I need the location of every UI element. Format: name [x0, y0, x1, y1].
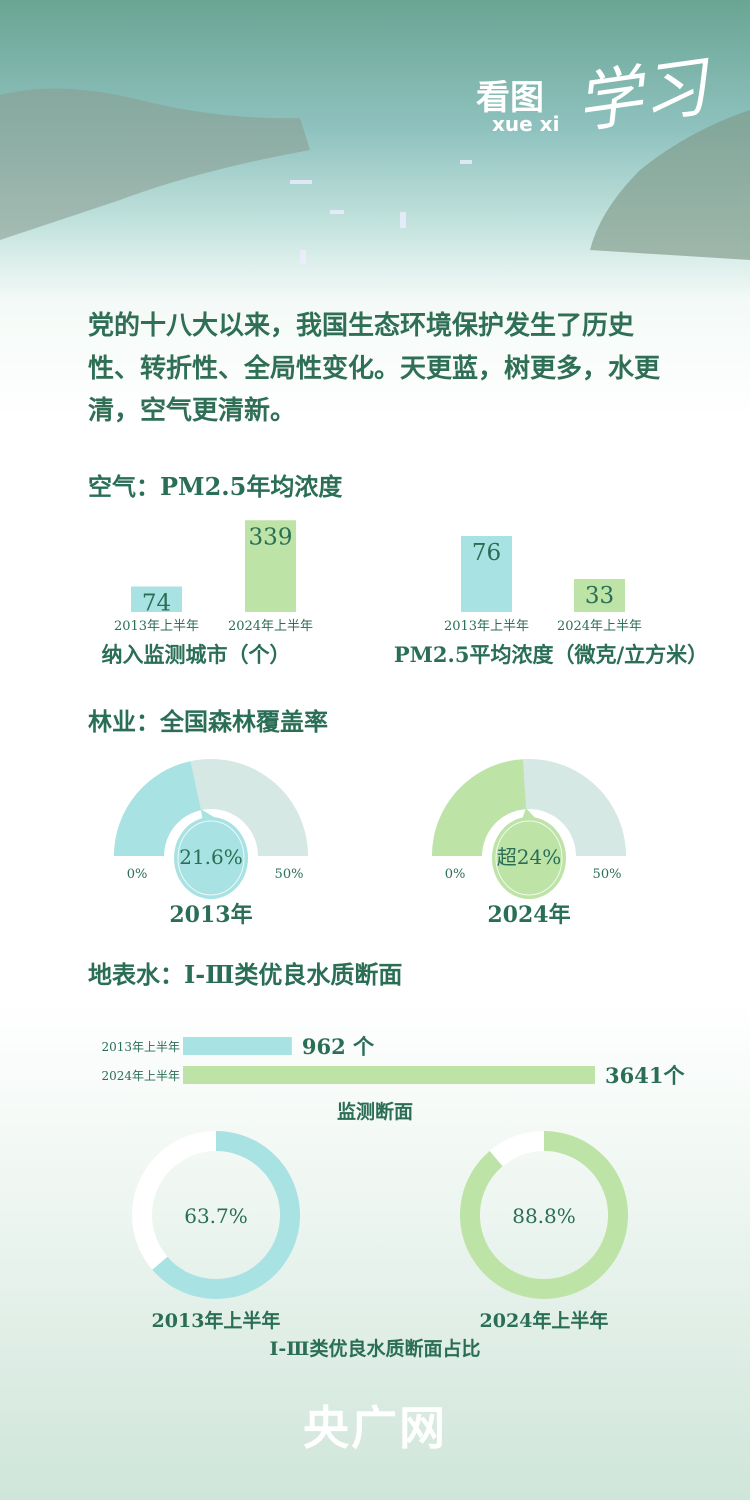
- gauge-year-label: 2013年: [169, 902, 252, 928]
- gauge-fill: [432, 759, 527, 856]
- donut-value-label: 63.7%: [184, 1204, 248, 1228]
- hbar-value-label: 3641个: [605, 1063, 685, 1088]
- hbar-2013年上半年: [183, 1037, 292, 1055]
- chart-caption: 纳入监测城市（个）: [102, 642, 291, 667]
- donut-value-label: 88.8%: [512, 1204, 576, 1228]
- bar-value-label: 33: [585, 583, 614, 609]
- gauge-year-label: 2024年: [487, 902, 570, 928]
- gauge-value-label: 21.6%: [179, 845, 243, 869]
- donut-fill: [152, 1131, 300, 1300]
- gauge-bubble: [174, 817, 248, 899]
- bar-2013年上半年: [131, 586, 182, 612]
- chart-caption: PM2.5平均浓度（微克/立方米）: [394, 642, 708, 667]
- bar-value-label: 76: [472, 540, 501, 566]
- hbar-caption: 监测断面: [337, 1100, 413, 1123]
- bar-category-label: 2024年上半年: [228, 619, 313, 634]
- logo-sub: xue xi: [492, 112, 560, 136]
- intro-text: 党的十八大以来，我国生态环境保护发生了历史性、转折性、全局性变化。天更蓝，树更多…: [88, 311, 661, 426]
- bar-2013年上半年: [461, 536, 512, 612]
- bar-category-label: 2013年上半年: [444, 619, 529, 634]
- gauge-bubble-ring: [495, 820, 563, 896]
- bar-2024年上半年: [245, 520, 296, 612]
- hero-landscape-image: 看图 xue xi 学习: [0, 0, 750, 290]
- gauge-bubble: [492, 817, 566, 899]
- donut-caption: Ⅰ-Ⅲ类优良水质断面占比: [270, 1337, 481, 1360]
- donut-year-label: 2013年上半年: [152, 1309, 281, 1332]
- gauge-bubble-ring: [177, 820, 245, 896]
- section-title-air: 空气：PM2.5年均浓度: [88, 472, 343, 501]
- gauge-min-label: 0%: [445, 867, 466, 882]
- hbar-value-label: 962 个: [302, 1034, 375, 1059]
- bar-2024年上半年: [574, 579, 625, 612]
- hbar-2024年上半年: [183, 1066, 595, 1084]
- gauge-max-label: 50%: [593, 867, 622, 882]
- hbar-category-label: 2013年上半年: [101, 1040, 180, 1054]
- logo-text: 看图: [476, 78, 544, 118]
- gauge-min-label: 0%: [127, 867, 148, 882]
- bar-category-label: 2024年上半年: [557, 619, 642, 634]
- bar-category-label: 2013年上半年: [114, 619, 199, 634]
- hbar-category-label: 2024年上半年: [101, 1069, 180, 1083]
- section-title-forest: 林业：全国森林覆盖率: [88, 707, 328, 736]
- gauge-value-label: 超24%: [497, 845, 561, 869]
- gauge-max-label: 50%: [275, 867, 304, 882]
- bar-value-label: 339: [249, 524, 293, 550]
- section-title-water: 地表水：Ⅰ-Ⅲ类优良水质断面: [88, 960, 403, 989]
- gauge-fill: [114, 761, 202, 856]
- bar-value-label: 74: [142, 591, 171, 617]
- footer-logo: 央广网: [303, 1401, 447, 1455]
- donut-year-label: 2024年上半年: [480, 1309, 609, 1332]
